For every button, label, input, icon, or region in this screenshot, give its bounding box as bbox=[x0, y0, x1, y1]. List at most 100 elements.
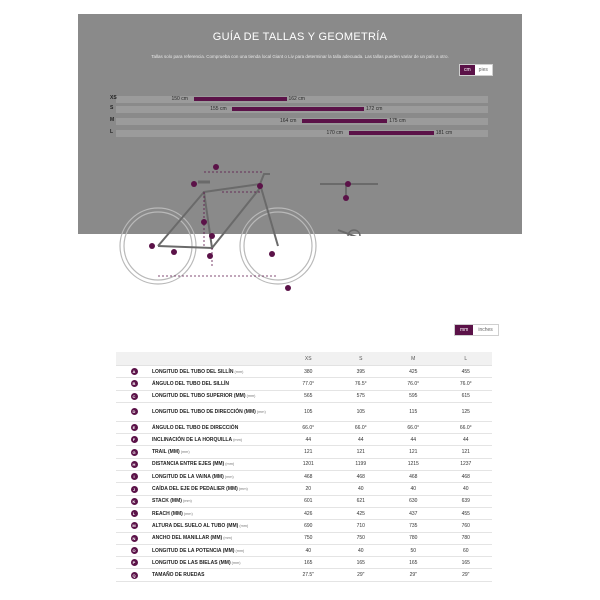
measure-value: 437 bbox=[387, 507, 440, 521]
measure-value: 66.0° bbox=[387, 421, 440, 435]
row-letter-cell: I bbox=[116, 470, 152, 484]
row-letter-cell: C bbox=[116, 390, 152, 403]
geometry-unit-toggle: mm inches bbox=[454, 324, 499, 336]
measure-name: TAMAÑO DE RUEDAS bbox=[152, 568, 282, 582]
unit-mm-button[interactable]: mm bbox=[455, 325, 474, 335]
measure-unit: (mm) bbox=[230, 560, 241, 565]
measure-value: 77.0° bbox=[282, 377, 335, 391]
measure-letter-badge: M bbox=[130, 522, 138, 530]
size-max-label: 175 cm bbox=[389, 118, 406, 124]
measure-label: LONGITUD DE LA VAINA (MM) bbox=[152, 473, 224, 480]
measure-label: CAÍDA DEL EJE DE PEDALIER (MM) bbox=[152, 486, 238, 493]
measure-unit: (mm) bbox=[182, 511, 193, 516]
crankset-icon bbox=[337, 229, 357, 236]
table-row: I LONGITUD DE LA VAINA (MM) (mm) 468 468 468… bbox=[116, 470, 492, 484]
row-letter-cell: Q bbox=[116, 568, 152, 582]
measure-label: REACH (MM) bbox=[152, 510, 183, 517]
measure-letter-badge: F bbox=[130, 436, 138, 444]
measure-value: 395 bbox=[334, 365, 387, 379]
measure-label: ANCHO DEL MANILLAR (MM) bbox=[152, 535, 223, 542]
table-row: L REACH (MM) (mm) 426 425 437 455 bbox=[116, 507, 492, 521]
measure-letter-badge: I bbox=[130, 473, 138, 481]
measure-unit: (mm) bbox=[245, 394, 256, 399]
measure-value: 40 bbox=[334, 544, 387, 558]
unit-feet-button[interactable]: pies bbox=[474, 65, 492, 75]
measure-value: 426 bbox=[282, 507, 335, 521]
measure-value: 165 bbox=[439, 556, 492, 570]
measure-name: LONGITUD DE LA POTENCIA (MM) (mm) bbox=[152, 544, 282, 558]
measure-letter-badge: L bbox=[130, 510, 138, 518]
table-row: E ÁNGULO DEL TUBO DE DIRECCIÓN 66.0° 66.0° 6… bbox=[116, 421, 492, 435]
measure-letter-badge: A bbox=[130, 368, 138, 376]
measure-value: 380 bbox=[282, 365, 335, 379]
measure-unit: (mm) bbox=[237, 487, 248, 492]
measure-label: INCLINACIÓN DE LA HORQUILLA bbox=[152, 436, 233, 443]
table-row: C LONGITUD DEL TUBO SUPERIOR (MM) (mm) 565… bbox=[116, 390, 492, 403]
measure-unit: (mm) bbox=[179, 450, 190, 455]
measure-label: ÁNGULO DEL TUBO DEL SILLÍN bbox=[152, 380, 230, 387]
measure-value: 621 bbox=[334, 495, 387, 508]
size-label: M bbox=[110, 117, 115, 123]
table-row: N ANCHO DEL MANILLAR (MM) (mm) 750 750 780 78… bbox=[116, 532, 492, 545]
measure-value: 105 bbox=[334, 402, 387, 422]
measure-label: LONGITUD DE LA POTENCIA (MM) bbox=[152, 547, 235, 554]
measure-letter-badge: K bbox=[130, 497, 138, 505]
measure-value: 27.5" bbox=[282, 568, 335, 582]
measure-value: 760 bbox=[439, 519, 492, 533]
measure-name: REACH (MM) (mm) bbox=[152, 507, 282, 521]
table-row: G TRAIL (MM) (mm) 121 121 121 121 bbox=[116, 445, 492, 459]
measure-value: 44 bbox=[439, 433, 492, 447]
unit-inches-button[interactable]: inches bbox=[473, 325, 498, 335]
geometry-table: XS S M L A LONGITUD DEL TUBO DEL SILLÍN (… bbox=[116, 352, 492, 582]
geometry-table-body: A LONGITUD DEL TUBO DEL SILLÍN (mm) 380 395… bbox=[116, 365, 492, 582]
measure-value: 121 bbox=[334, 445, 387, 459]
measure-name: ÁNGULO DEL TUBO DEL SILLÍN bbox=[152, 377, 282, 391]
unit-cm-button[interactable]: cm bbox=[460, 65, 475, 75]
measure-label: TRAIL (MM) bbox=[152, 449, 180, 456]
measure-value: 121 bbox=[282, 445, 335, 459]
size-guide-row: M 164 cm 175 cm bbox=[110, 117, 488, 125]
table-row: J CAÍDA DEL EJE DE PEDALIER (MM) (mm) 20 40… bbox=[116, 482, 492, 496]
measure-value: 40 bbox=[439, 482, 492, 496]
size-max-label: 172 cm bbox=[366, 106, 383, 112]
measure-name: DISTANCIA ENTRE EJES (MM) (mm) bbox=[152, 458, 282, 472]
measure-unit: (mm) bbox=[224, 462, 235, 467]
measure-value: 595 bbox=[387, 390, 440, 403]
measure-value: 40 bbox=[387, 482, 440, 496]
measure-value: 455 bbox=[439, 507, 492, 521]
measure-value: 165 bbox=[282, 556, 335, 570]
measure-name: ÁNGULO DEL TUBO DE DIRECCIÓN bbox=[152, 421, 282, 435]
size-max-label: 162 cm bbox=[288, 96, 305, 102]
measure-unit: (mm) bbox=[233, 369, 244, 374]
measure-label: STACK (MM) bbox=[152, 498, 182, 505]
frame-icon bbox=[157, 182, 279, 250]
measure-letter-badge: E bbox=[130, 424, 138, 432]
size-max-label: 181 cm bbox=[435, 130, 453, 136]
measure-letter-badge: H bbox=[130, 460, 138, 468]
measure-letter-badge: P bbox=[130, 559, 138, 567]
size-min-label: 170 cm bbox=[326, 130, 343, 136]
measure-header bbox=[152, 352, 282, 366]
measure-value: 1199 bbox=[334, 458, 387, 472]
measure-letter-badge: C bbox=[130, 392, 138, 400]
measure-value: 425 bbox=[387, 365, 440, 379]
row-letter-cell: L bbox=[116, 507, 152, 521]
measure-letter-badge: B bbox=[130, 380, 138, 388]
measure-label: DISTANCIA ENTRE EJES (MM) bbox=[152, 461, 225, 468]
measure-value: 76.0° bbox=[387, 377, 440, 391]
measure-unit: (mm) bbox=[238, 523, 249, 528]
size-range-bar bbox=[302, 119, 388, 123]
row-letter-cell: A bbox=[116, 365, 152, 379]
size-header: L bbox=[439, 352, 492, 366]
modal-title: GUÍA DE TALLAS Y GEOMETRÍA bbox=[212, 31, 388, 43]
measure-value: 615 bbox=[439, 390, 492, 403]
measure-value: 40 bbox=[282, 544, 335, 558]
row-letter-cell: K bbox=[116, 495, 152, 508]
measure-unit: (mm) bbox=[181, 499, 192, 504]
size-header: XS bbox=[282, 352, 335, 366]
measure-name: ALTURA DEL SUELO AL TUBO (MM) (mm) bbox=[152, 519, 282, 533]
measure-value: 468 bbox=[387, 470, 440, 484]
table-row: F INCLINACIÓN DE LA HORQUILLA (mm) 44 44 44 4… bbox=[116, 433, 492, 447]
measure-name: INCLINACIÓN DE LA HORQUILLA (mm) bbox=[152, 433, 282, 447]
measure-letter-badge: D bbox=[130, 408, 138, 416]
